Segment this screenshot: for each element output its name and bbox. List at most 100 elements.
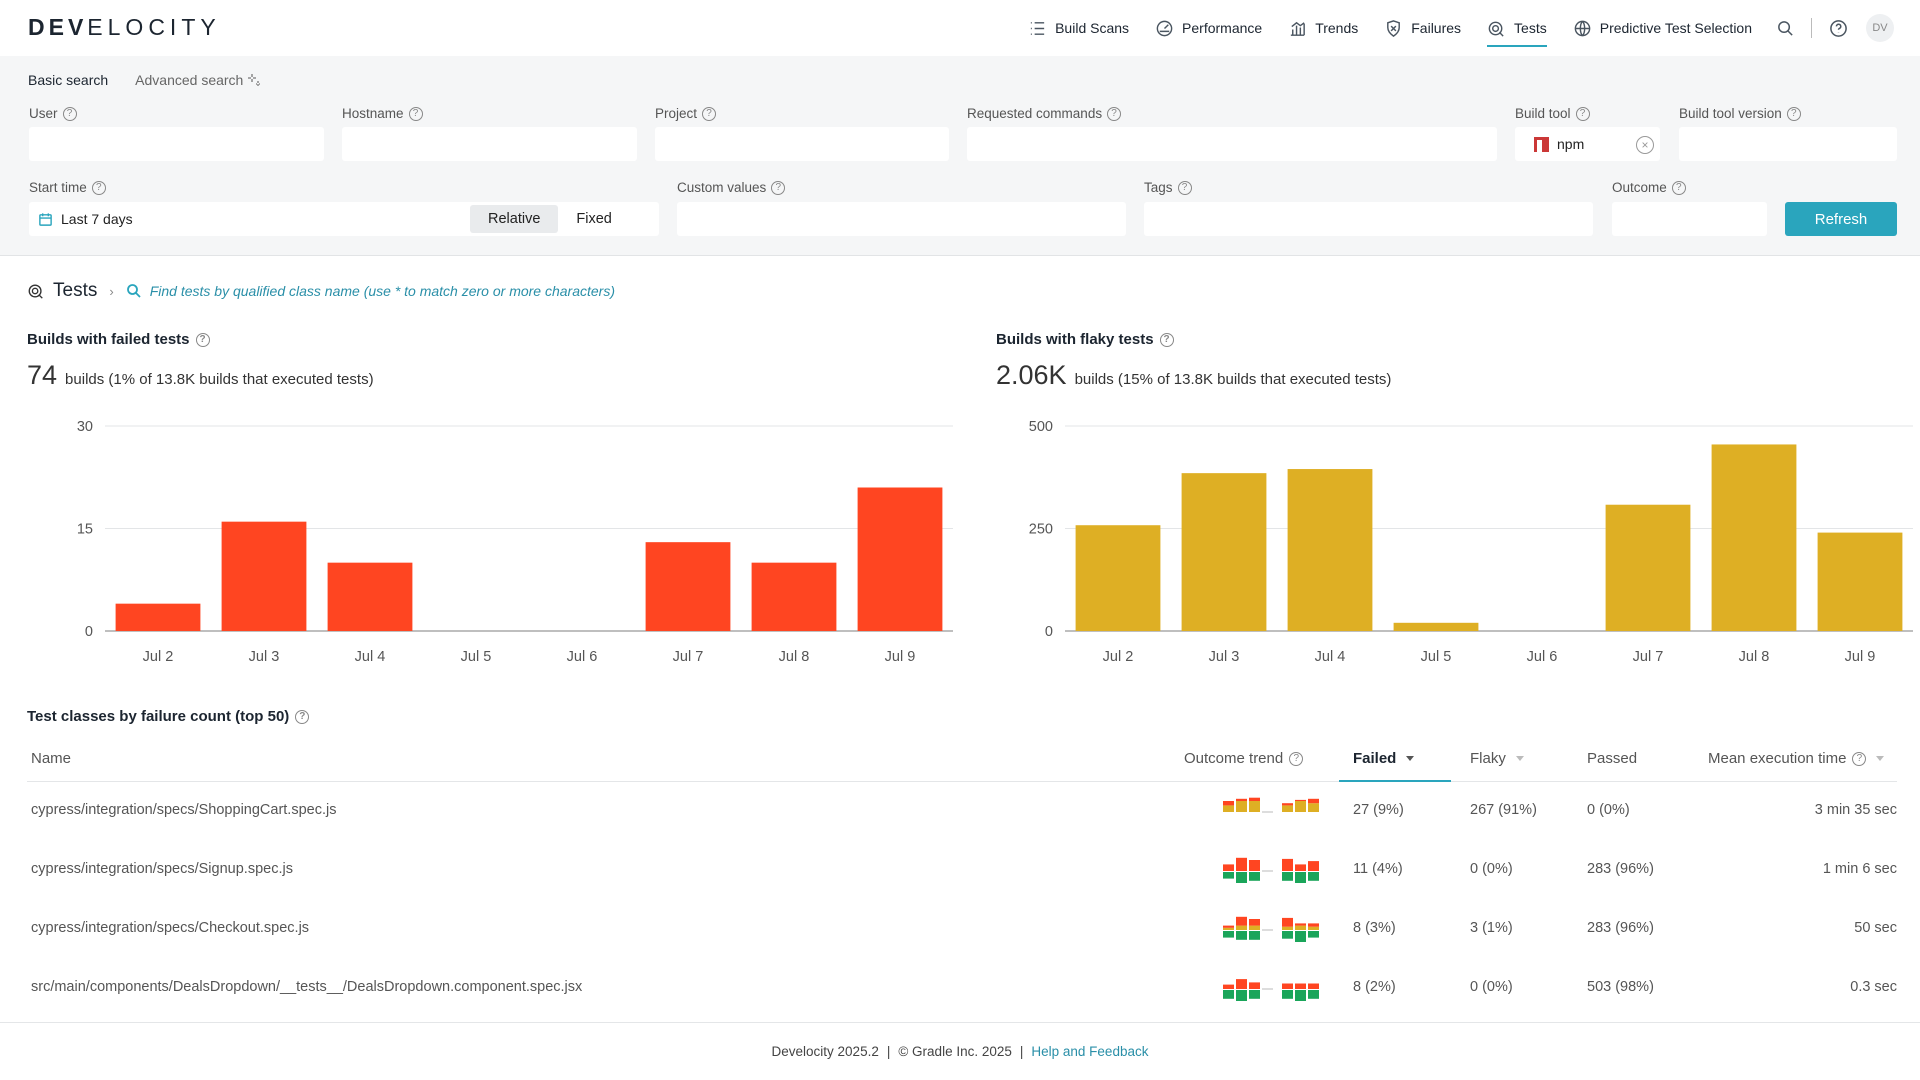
- refresh-button[interactable]: Refresh: [1785, 202, 1897, 236]
- outcome-trend-sparkline[interactable]: [1223, 967, 1337, 1011]
- test-class-name[interactable]: cypress/integration/specs/ShoppingCart.s…: [31, 802, 337, 818]
- test-class-name[interactable]: cypress/integration/specs/Checkout.spec.…: [31, 920, 310, 936]
- table-row[interactable]: cypress/integration/specs/ShoppingCart.s…: [27, 782, 1897, 841]
- chart-bar[interactable]: [115, 603, 201, 631]
- test-class-name[interactable]: cypress/integration/specs/Signup.spec.js: [31, 861, 293, 877]
- build-tool-version-input[interactable]: [1679, 127, 1897, 161]
- chart-bar[interactable]: [1181, 473, 1267, 631]
- help-icon[interactable]: ?: [1177, 180, 1192, 195]
- tab-basic-search[interactable]: Basic search: [28, 72, 108, 88]
- user-avatar[interactable]: DV: [1866, 14, 1894, 42]
- outcome-trend-sparkline[interactable]: [1223, 849, 1337, 893]
- help-icon[interactable]: ?: [1159, 332, 1174, 347]
- requested-commands-input[interactable]: [967, 127, 1497, 161]
- x-tick-label: Jul 4: [1315, 649, 1346, 665]
- tab-advanced-search[interactable]: Advanced search: [135, 72, 261, 88]
- help-icon[interactable]: ?: [702, 106, 717, 121]
- column-header-passed[interactable]: Passed: [1587, 750, 1638, 767]
- nav-failures-label: Failures: [1411, 20, 1462, 36]
- help-icon[interactable]: ?: [91, 180, 106, 195]
- help-icon[interactable]: ?: [1852, 751, 1867, 766]
- help-icon[interactable]: ?: [1786, 106, 1801, 121]
- nav-help-button[interactable]: [1818, 0, 1858, 56]
- y-tick-label: 15: [77, 522, 93, 538]
- start-time-value[interactable]: Last 7 days: [38, 211, 133, 227]
- hostname-input[interactable]: [342, 127, 637, 161]
- nav-separator: [1811, 18, 1812, 38]
- chart-bar[interactable]: [327, 562, 413, 631]
- trend-failed-bar: [1308, 861, 1319, 871]
- x-tick-label: Jul 6: [567, 649, 598, 665]
- help-icon[interactable]: ?: [1671, 180, 1686, 195]
- custom-values-input[interactable]: [677, 202, 1126, 236]
- nav-trends[interactable]: Trends: [1275, 0, 1371, 56]
- test-class-name[interactable]: src/main/components/DealsDropdown/__test…: [31, 979, 583, 995]
- column-header-outcome-trend[interactable]: Outcome trend?: [1184, 750, 1304, 767]
- outcome-trend-sparkline[interactable]: [1223, 908, 1337, 952]
- page-title: Tests: [53, 280, 98, 301]
- chart-bar[interactable]: [857, 487, 943, 632]
- nav-tests[interactable]: Tests: [1474, 0, 1560, 56]
- tests-icon: [1488, 21, 1504, 37]
- trend-failed-bar: [1236, 916, 1247, 926]
- column-header-flaky[interactable]: Flaky: [1470, 750, 1524, 767]
- find-tests-link[interactable]: Find tests by qualified class name (use …: [149, 283, 616, 299]
- chart-bar[interactable]: [1075, 525, 1161, 631]
- mean-execution-time-cell: 3 min 35 sec: [1814, 802, 1897, 818]
- failed-panel-title: Builds with failed tests?: [27, 331, 210, 348]
- column-header-mean-execution-time[interactable]: Mean execution time?: [1708, 750, 1885, 767]
- column-header-name[interactable]: Name: [31, 750, 72, 767]
- develocity-logo[interactable]: DEVELOCITY: [28, 14, 221, 41]
- chart-bar[interactable]: [751, 562, 837, 631]
- logo-thin-text: ELOCITY: [87, 14, 221, 40]
- help-and-feedback-link[interactable]: Help and Feedback: [1031, 1044, 1149, 1059]
- table-row[interactable]: cypress/integration/specs/Signup.spec.js…: [27, 841, 1897, 900]
- table-row[interactable]: src/main/components/DealsDropdown/__test…: [27, 959, 1897, 1018]
- y-tick-label: 250: [1029, 522, 1053, 538]
- nav-failures[interactable]: Failures: [1371, 0, 1474, 56]
- nav-predictive-test-selection[interactable]: Predictive Test Selection: [1560, 0, 1765, 56]
- footer-version: Develocity 2025.2: [771, 1044, 879, 1059]
- help-icon[interactable]: ?: [1107, 106, 1122, 121]
- outcome-select[interactable]: [1612, 202, 1767, 236]
- chart-bar[interactable]: [645, 542, 731, 631]
- help-icon[interactable]: ?: [1575, 106, 1590, 121]
- nav-performance[interactable]: Performance: [1142, 0, 1275, 56]
- hostname-label: Hostname?: [342, 106, 423, 121]
- nav-search-button[interactable]: [1765, 0, 1805, 56]
- sort-desc-icon: [1406, 756, 1415, 761]
- user-input[interactable]: [29, 127, 324, 161]
- relative-button[interactable]: Relative: [470, 205, 559, 233]
- tags-input[interactable]: [1144, 202, 1593, 236]
- trend-failed-bar: [1236, 979, 1247, 989]
- help-icon[interactable]: ?: [408, 106, 423, 121]
- nav-build-scans[interactable]: Build Scans: [1015, 0, 1142, 56]
- help-icon[interactable]: ?: [771, 180, 786, 195]
- column-header-failed[interactable]: Failed: [1353, 750, 1415, 767]
- table-row[interactable]: cypress/integration/specs/Checkout.spec.…: [27, 900, 1897, 959]
- outcome-trend-sparkline[interactable]: [1223, 790, 1337, 834]
- chart-bar[interactable]: [1605, 504, 1691, 631]
- trend-failed-bar: [1236, 798, 1247, 801]
- chart-bar[interactable]: [221, 521, 307, 631]
- help-icon[interactable]: ?: [62, 106, 77, 121]
- help-icon[interactable]: ?: [1289, 751, 1304, 766]
- build-tool-chip[interactable]: npm: [1534, 136, 1584, 152]
- project-input[interactable]: [655, 127, 949, 161]
- requested-commands-label-text: Requested commands: [967, 106, 1103, 121]
- chart-bar[interactable]: [1817, 532, 1903, 631]
- chart-bar[interactable]: [1711, 444, 1797, 631]
- flaky-count: 2.06K: [996, 360, 1067, 390]
- chart-bar[interactable]: [1287, 469, 1373, 631]
- gauge-icon: [1156, 20, 1173, 36]
- trend-passed-bar: [1236, 872, 1247, 883]
- fixed-button[interactable]: Fixed: [576, 211, 612, 227]
- help-icon[interactable]: ?: [195, 332, 210, 347]
- trend-flaky-bar: [1249, 801, 1260, 812]
- mean-execution-time-cell: 50 sec: [1854, 920, 1897, 936]
- globe-icon: [1574, 20, 1591, 36]
- clear-icon[interactable]: ×: [1636, 136, 1654, 154]
- chart-bar[interactable]: [1393, 622, 1479, 631]
- help-icon[interactable]: ?: [295, 709, 310, 724]
- outcome-label: Outcome?: [1612, 180, 1686, 195]
